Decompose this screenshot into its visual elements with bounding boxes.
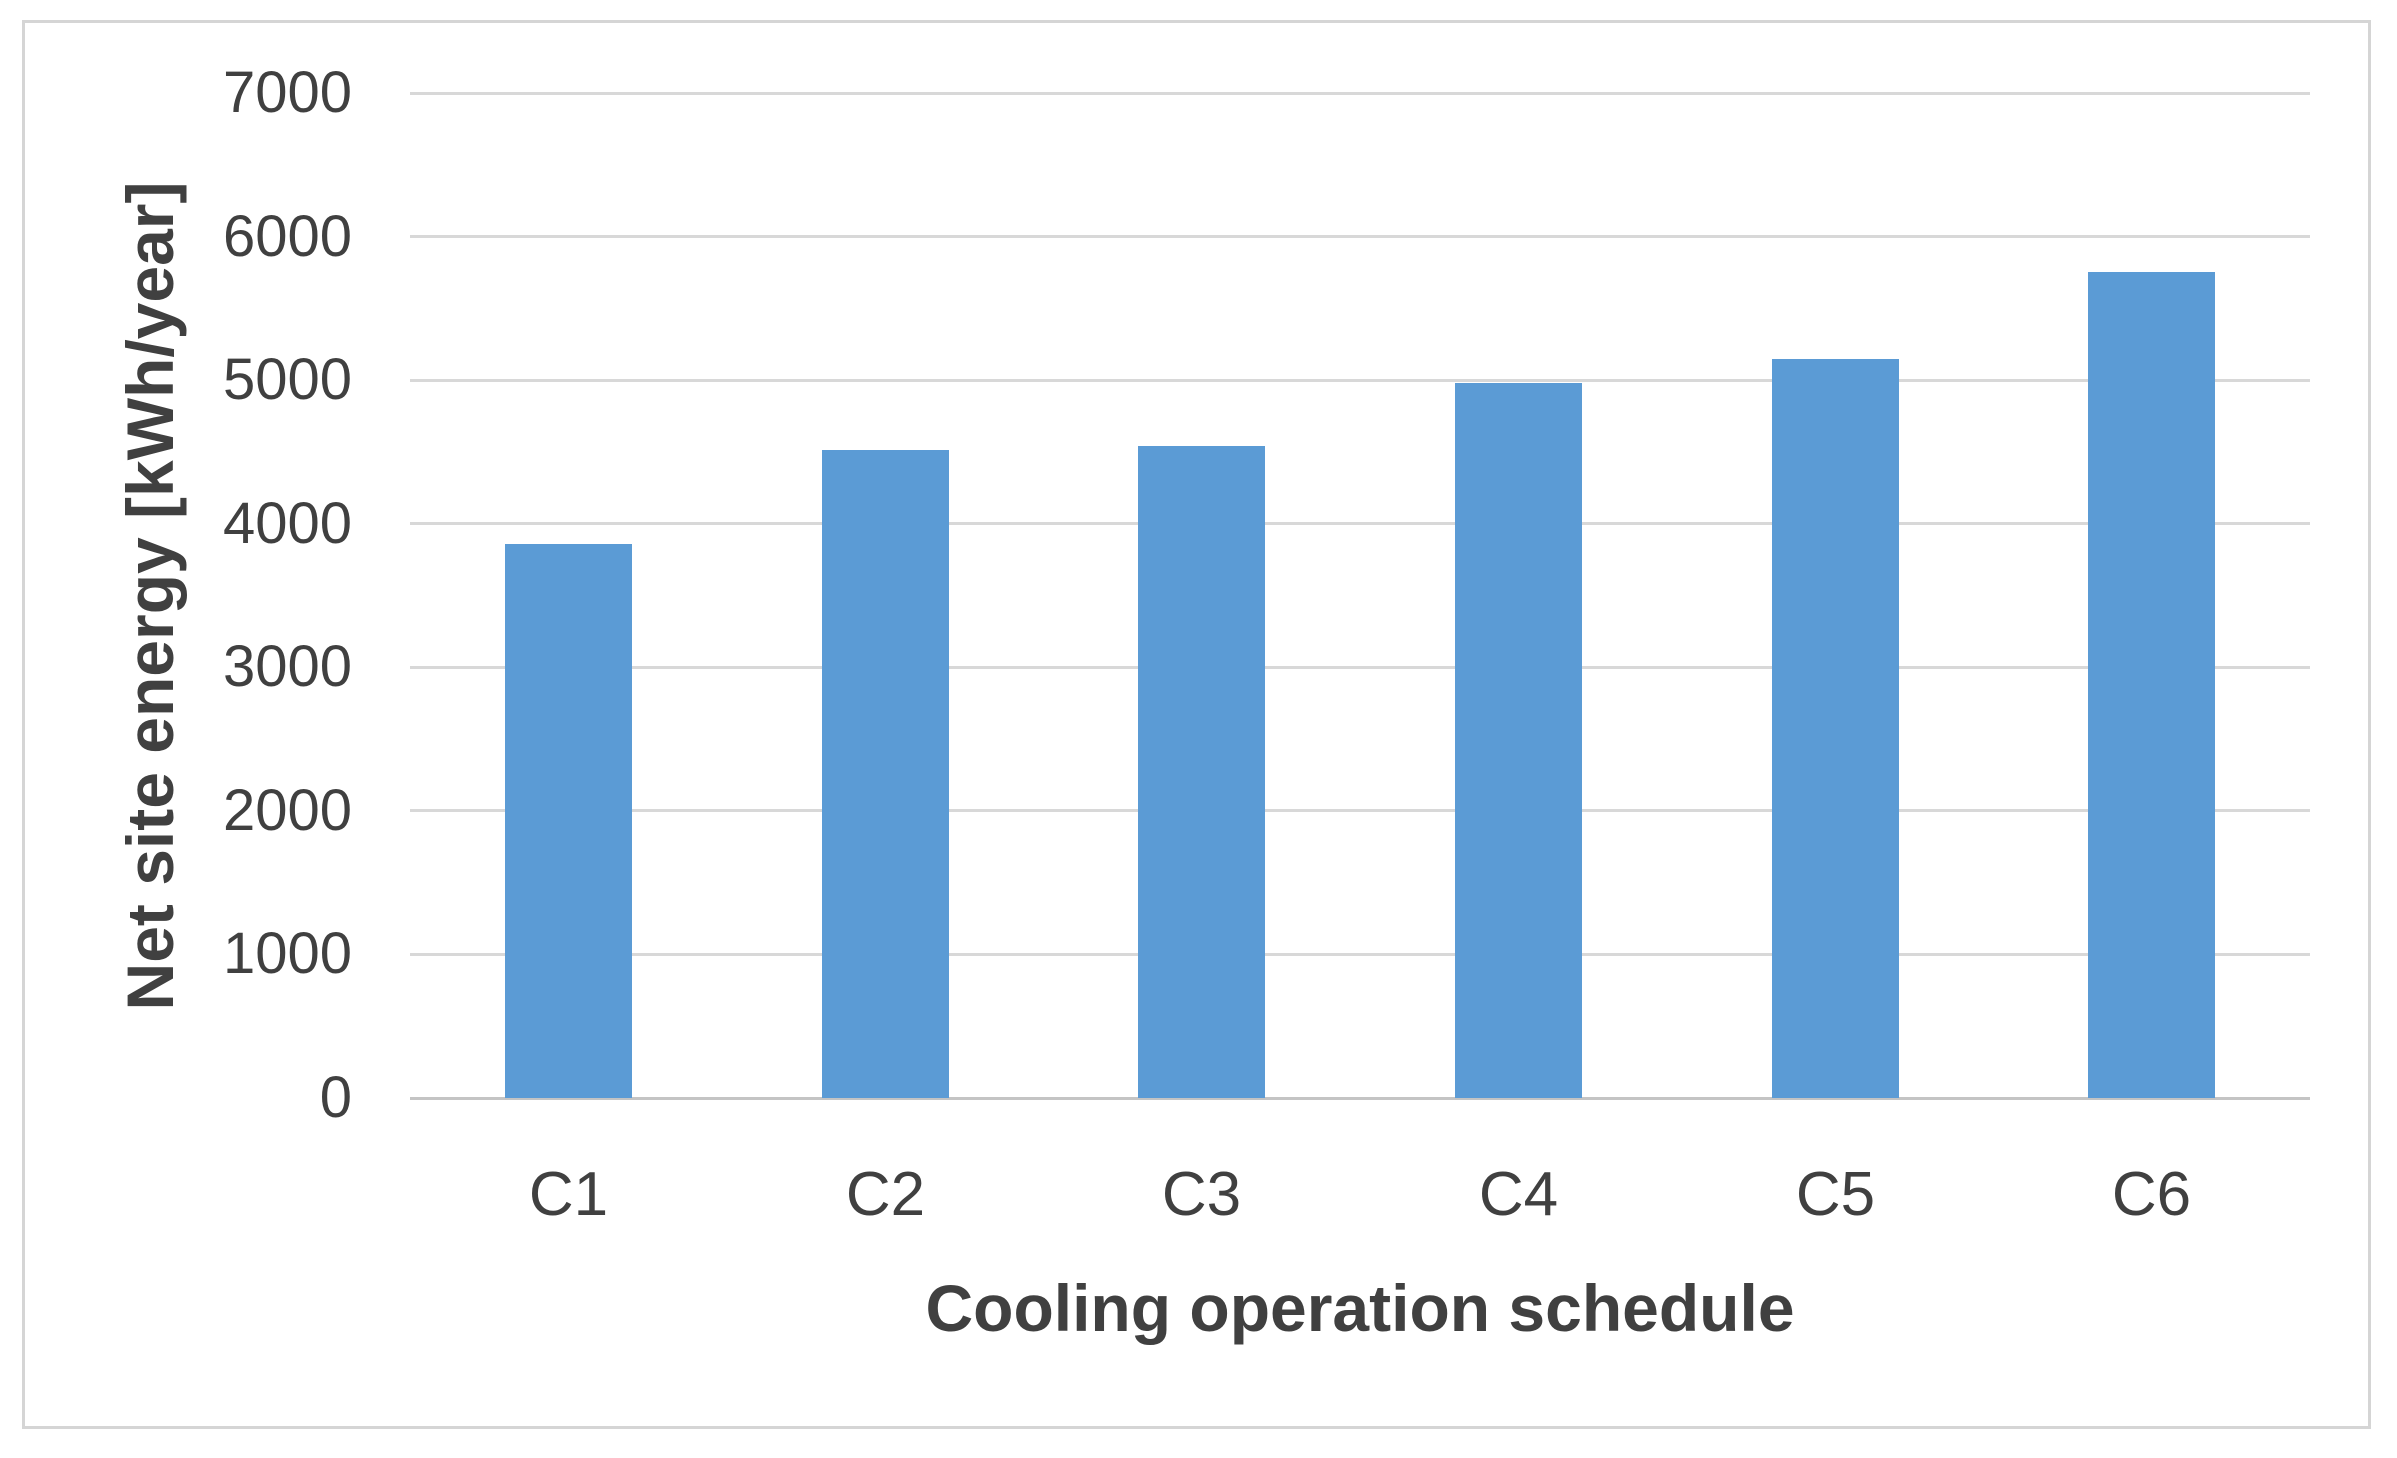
bar-C4: [1455, 383, 1582, 1098]
x-category-label-C5: C5: [1795, 1160, 1876, 1229]
x-category-label-C3: C3: [1161, 1160, 1242, 1229]
gridline-6000: [410, 235, 2310, 239]
y-tick-label-5000: 5000: [222, 347, 352, 413]
gridline-4000: [410, 522, 2310, 526]
x-category-label-C4: C4: [1478, 1160, 1559, 1229]
y-tick-label-2000: 2000: [222, 777, 352, 843]
y-tick-label-1000: 1000: [222, 921, 352, 987]
gridline-7000: [410, 91, 2310, 95]
y-tick-label-6000: 6000: [222, 203, 352, 269]
y-tick-label-0: 0: [319, 1065, 352, 1130]
bar-C3: [1138, 446, 1265, 1098]
bar-C1: [505, 544, 632, 1098]
bar-C2: [822, 450, 949, 1098]
y-axis-title: Net site energy [kWh/year]: [113, 181, 187, 1011]
x-axis-line: [410, 1096, 2310, 1100]
x-category-label-C6: C6: [2111, 1160, 2192, 1229]
gridline-1000: [410, 952, 2310, 956]
gridline-3000: [410, 665, 2310, 669]
y-tick-label-7000: 7000: [222, 60, 352, 125]
bar-C6: [2088, 272, 2215, 1098]
y-tick-label-3000: 3000: [222, 634, 352, 700]
x-category-label-C2: C2: [845, 1160, 926, 1229]
gridline-2000: [410, 809, 2310, 813]
gridline-5000: [410, 378, 2310, 382]
x-axis-title: Cooling operation schedule: [925, 1271, 1795, 1345]
y-tick-label-4000: 4000: [222, 490, 352, 556]
x-category-label-C1: C1: [528, 1160, 609, 1229]
bar-C5: [1772, 359, 1899, 1098]
